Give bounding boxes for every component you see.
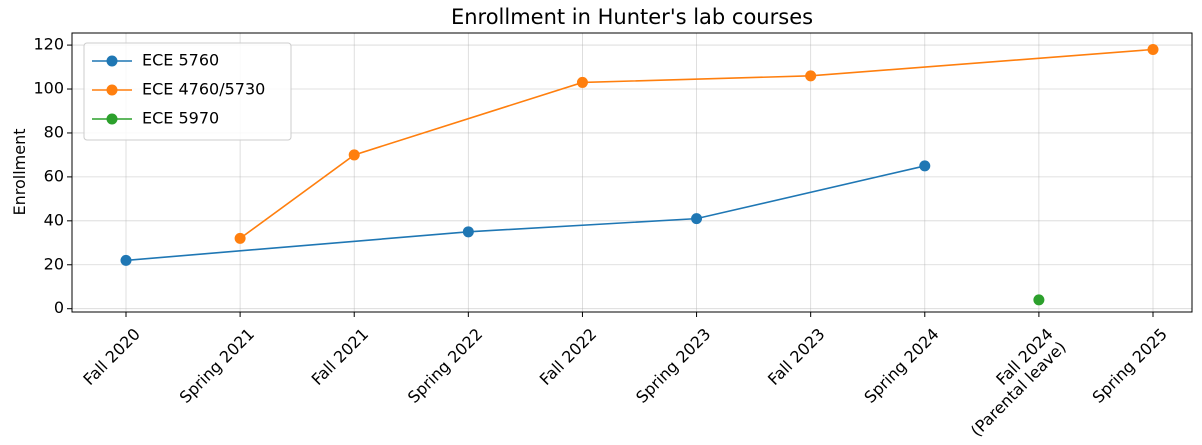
x-tick-label-line: Spring 2025 — [1089, 324, 1171, 406]
x-tick-label-line: Spring 2024 — [860, 324, 942, 406]
x-tick-label-line: Fall 2020 — [79, 324, 144, 389]
x-tick-label-line: Spring 2023 — [632, 324, 714, 406]
legend-marker — [106, 113, 118, 125]
data-point — [120, 254, 132, 266]
y-tick-label: 100 — [33, 79, 64, 98]
y-tick-label: 60 — [44, 166, 64, 185]
y-tick-label: 80 — [44, 122, 64, 141]
data-point — [1147, 43, 1159, 55]
legend-label: ECE 5970 — [142, 109, 219, 128]
x-tick-label: Fall 2024(Parental leave) — [954, 324, 1070, 440]
data-point — [234, 232, 246, 244]
legend-marker — [106, 84, 118, 96]
legend: ECE 5760 ECE 4760/5730 ECE 5970 — [83, 42, 292, 141]
x-tick-label: Spring 2022 — [404, 324, 486, 406]
x-tick-label-line: Spring 2022 — [404, 324, 486, 406]
series-line — [125, 165, 925, 262]
data-point — [919, 160, 931, 172]
data-point — [576, 76, 588, 88]
data-point — [462, 226, 474, 238]
x-tick-label-line: Fall 2021 — [308, 324, 373, 389]
legend-label: ECE 5760 — [142, 51, 219, 70]
data-point — [805, 70, 817, 82]
x-tick-label-line: Fall 2023 — [764, 324, 829, 389]
x-tick-label: Fall 2020 — [79, 324, 144, 389]
chart-title: Enrollment in Hunter's lab courses — [451, 5, 813, 29]
y-tick-label: 40 — [44, 210, 64, 229]
x-tick-label-line: Fall 2022 — [536, 324, 601, 389]
x-tick-label: Spring 2024 — [860, 324, 942, 406]
data-point — [1033, 294, 1045, 306]
legend-box — [83, 42, 292, 141]
legend-marker — [106, 55, 118, 67]
x-tick-label-line: Spring 2021 — [176, 324, 258, 406]
x-tick-label: Spring 2021 — [176, 324, 258, 406]
y-axis-label: Enrollment — [10, 129, 29, 216]
x-tick-label: Spring 2025 — [1089, 324, 1171, 406]
x-tick-label: Fall 2022 — [536, 324, 601, 389]
data-point — [348, 149, 360, 161]
legend-label: ECE 4760/5730 — [142, 80, 265, 99]
x-tick-label: Fall 2021 — [308, 324, 373, 389]
data-point — [691, 213, 703, 225]
y-tick-label: 0 — [54, 298, 64, 317]
y-tick-label: 120 — [33, 35, 64, 54]
plot-frame — [71, 32, 1193, 313]
x-tick-label: Spring 2023 — [632, 324, 714, 406]
y-tick-label: 20 — [44, 254, 64, 273]
x-tick-label: Fall 2023 — [764, 324, 829, 389]
